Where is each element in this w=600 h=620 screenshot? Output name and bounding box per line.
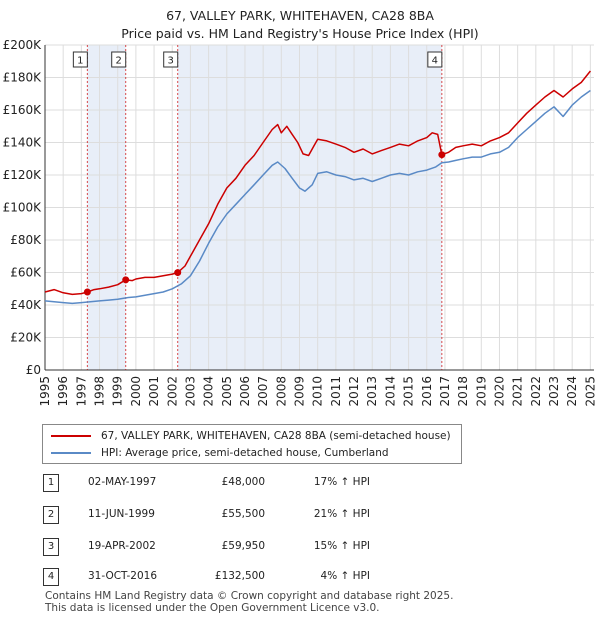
transaction-marker (111, 51, 127, 68)
x-tick-label: 2012 (347, 376, 361, 407)
y-tick-label: £160K (3, 103, 43, 117)
transaction-marker-label: 4 (432, 56, 438, 67)
transaction-date: 11-JUN-1999 (88, 508, 155, 520)
transaction-number: 2 (43, 506, 59, 524)
transaction-date: 19-APR-2002 (88, 540, 156, 552)
transaction-number: 3 (43, 538, 59, 556)
legend-item-price: 67, VALLEY PARK, WHITEHAVEN, CA28 8BA (s… (51, 428, 451, 444)
legend-swatch-hpi (51, 452, 91, 454)
x-tick-label: 2007 (256, 376, 270, 407)
transaction-price: £59,950 (221, 540, 265, 552)
transaction-marker-label: 2 (116, 56, 122, 67)
transaction-row: 2 11-JUN-1999 £55,500 21% ↑ HPI (0, 506, 600, 526)
transaction-row: 4 31-OCT-2016 £132,500 4% ↑ HPI (0, 568, 600, 588)
x-tick-label: 2000 (129, 376, 143, 407)
sale-point (83, 288, 91, 296)
x-tick-label: 2003 (183, 376, 197, 407)
x-tick-label: 2004 (202, 376, 216, 407)
transaction-hpi: 21% ↑ HPI (313, 508, 370, 520)
transaction-date: 02-MAY-1997 (88, 476, 157, 488)
transaction-marker (72, 51, 88, 68)
price-chart: £0 £20K £40K £60K £80K £100K £120K £140K £160K £1… (3, 38, 598, 407)
footer-copyright: Contains HM Land Registry data © Crown c… (45, 590, 454, 602)
x-tick-label: 2024 (565, 376, 579, 407)
transaction-price: £132,500 (214, 570, 265, 582)
x-tick-label: 2011 (329, 376, 343, 407)
transaction-hpi: 17% ↑ HPI (313, 476, 370, 488)
x-tick-label: 2020 (492, 376, 506, 407)
transaction-marker (163, 51, 179, 68)
legend-label-hpi: HPI: Average price, semi-detached house,… (101, 447, 389, 459)
x-tick-label: 2019 (474, 376, 488, 407)
y-tick-label: £80K (10, 233, 42, 247)
sale-point (438, 151, 446, 159)
chart-subtitle: Price paid vs. HM Land Registry's House … (121, 26, 479, 41)
y-tick-label: £200K (3, 38, 43, 52)
x-tick-label: 2010 (311, 376, 325, 407)
sale-point (174, 269, 182, 277)
x-tick-label: 2013 (365, 376, 379, 407)
x-tick-label: 2021 (511, 376, 525, 407)
sale-point (122, 276, 130, 284)
transaction-row: 3 19-APR-2002 £59,950 15% ↑ HPI (0, 538, 600, 558)
transaction-date: 31-OCT-2016 (88, 570, 157, 582)
x-tick-label: 2017 (438, 376, 452, 407)
x-tick-label: 2001 (147, 376, 161, 407)
chart-title: 67, VALLEY PARK, WHITEHAVEN, CA28 8BA (166, 8, 434, 23)
x-tick-label: 2022 (529, 376, 543, 407)
x-tick-label: 2023 (547, 376, 561, 407)
x-tick-label: 2025 (583, 376, 597, 407)
y-tick-label: £0 (26, 363, 41, 377)
transaction-hpi: 4% ↑ HPI (320, 570, 370, 582)
transaction-hpi: 15% ↑ HPI (313, 540, 370, 552)
x-tick-label: 2016 (420, 376, 434, 407)
transaction-number: 1 (43, 474, 59, 492)
x-tick-label: 2008 (274, 376, 288, 407)
transaction-marker-label: 3 (168, 56, 174, 67)
x-tick-label: 2009 (293, 376, 307, 407)
transaction-row: 1 02-MAY-1997 £48,000 17% ↑ HPI (0, 474, 600, 494)
transaction-marker (427, 51, 443, 68)
hpi-line (44, 70, 591, 296)
transaction-price: £48,000 (221, 476, 265, 488)
legend-label-price: 67, VALLEY PARK, WHITEHAVEN, CA28 8BA (s… (101, 430, 451, 442)
y-tick-label: £60K (10, 266, 42, 280)
x-tick-label: 1995 (38, 376, 52, 407)
x-tick-label: 1997 (74, 376, 88, 407)
y-tick-label: £20K (10, 331, 42, 345)
x-tick-label: 2002 (165, 376, 179, 407)
x-tick-label: 2015 (402, 376, 416, 407)
x-tick-label: 1998 (93, 376, 107, 407)
y-tick-label: £120K (3, 168, 43, 182)
x-tick-label: 2006 (238, 376, 252, 407)
legend: 67, VALLEY PARK, WHITEHAVEN, CA28 8BA (s… (42, 424, 462, 464)
x-tick-label: 1999 (111, 376, 125, 407)
legend-item-hpi: HPI: Average price, semi-detached house,… (51, 445, 389, 461)
legend-swatch-price (51, 435, 91, 437)
x-tick-label: 2018 (456, 376, 470, 407)
transaction-price: £55,500 (221, 508, 265, 520)
x-tick-label: 1996 (56, 376, 70, 407)
transaction-marker-label: 1 (77, 56, 83, 67)
y-tick-label: £40K (10, 298, 42, 312)
y-tick-label: £100K (3, 201, 43, 215)
x-tick-label: 2014 (383, 376, 397, 407)
x-tick-label: 2005 (220, 376, 234, 407)
y-tick-label: £180K (3, 71, 43, 85)
transaction-number: 4 (43, 568, 59, 586)
price-line (44, 89, 591, 305)
footer-licence: This data is licensed under the Open Gov… (45, 602, 380, 614)
y-tick-label: £140K (3, 136, 43, 150)
